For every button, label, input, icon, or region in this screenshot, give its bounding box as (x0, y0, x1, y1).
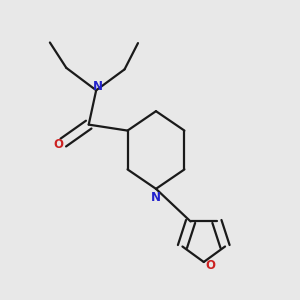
Text: N: N (93, 80, 103, 93)
Text: O: O (205, 259, 215, 272)
Text: O: O (53, 137, 63, 151)
Text: N: N (151, 191, 161, 204)
